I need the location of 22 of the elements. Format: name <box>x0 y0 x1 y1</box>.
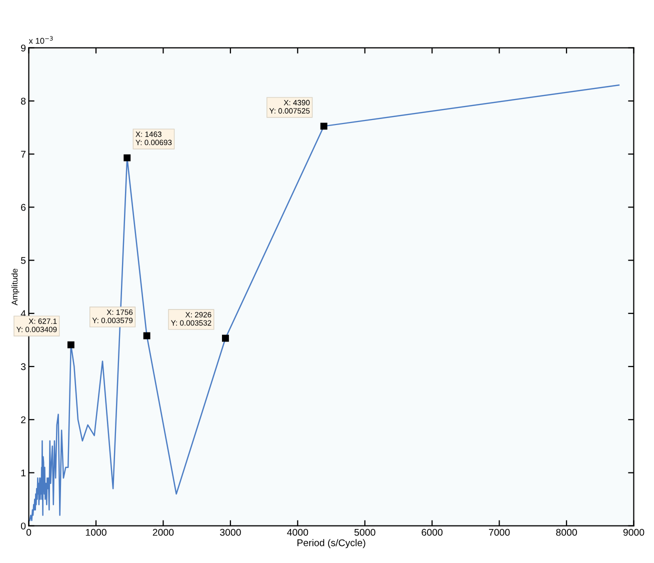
text: x 10$^{−3}$ <box>28 36 53 44</box>
x-tick-label: 4000 <box>287 528 308 536</box>
y-tick-label: 0 <box>20 522 26 530</box>
x-tick-label: 6000 <box>422 528 443 536</box>
x-tick-label: 9000 <box>623 528 644 536</box>
x-tick-label: 7000 <box>488 528 510 536</box>
x-tick-label: 5000 <box>354 528 376 536</box>
x-tick-label: 1000 <box>86 528 106 536</box>
x-tick-label: 3000 <box>220 528 241 536</box>
y-tick-label: 8 <box>21 98 26 105</box>
y-tick-label: 3 <box>20 363 26 370</box>
y-axis-title: Amplitude <box>11 268 20 306</box>
y-tick-label: 2 <box>21 416 26 424</box>
x-tick-label: 2000 <box>152 528 174 536</box>
y-tick-label: 5 <box>20 257 26 264</box>
x-tick-label: 8000 <box>556 528 577 536</box>
y-tick-label: 9 <box>21 44 26 52</box>
y-tick-label: 7 <box>21 150 26 158</box>
y-tick-label: 6 <box>21 204 26 211</box>
y-tick-label: 1 <box>21 470 26 476</box>
x-axis-title: Period (s/Cycle) <box>297 539 366 548</box>
x-tick-label: 0 <box>26 528 32 536</box>
